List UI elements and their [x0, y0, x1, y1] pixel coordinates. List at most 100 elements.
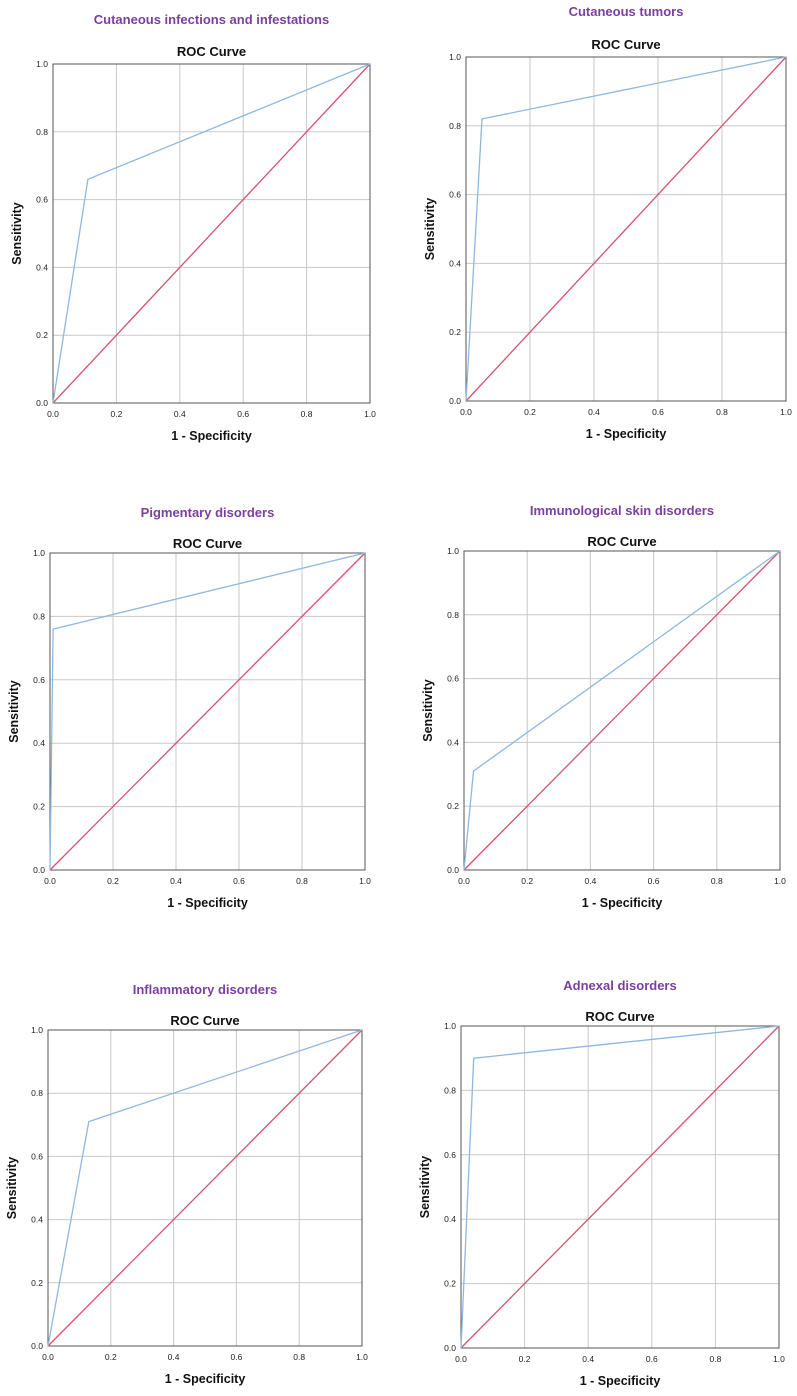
y-tick-label: 0.6	[447, 674, 459, 684]
x-tick-label: 0.0	[44, 876, 56, 886]
reference-diagonal-line	[460, 1025, 780, 1349]
panel-title: Cutaneous infections and infestations	[94, 12, 329, 27]
chart-title: ROC Curve	[173, 536, 242, 551]
x-tick-label: 0.4	[582, 1354, 594, 1364]
x-axis-label: 1 - Specificity	[165, 1372, 246, 1386]
roc-curve-line	[465, 56, 787, 402]
y-tick-label: 0.4	[36, 262, 48, 272]
y-tick-label: 0.8	[449, 121, 461, 131]
roc-panel-2: Cutaneous tumors ROC Curve 0.0 0.2 0.4 0.6 0.8…	[423, 4, 792, 441]
x-tick-label: 1.0	[773, 1354, 785, 1364]
y-tick-label: 1.0	[447, 546, 459, 556]
reference-diagonal-line	[463, 550, 781, 871]
panel-title: Adnexal disorders	[563, 978, 676, 993]
x-tick-label: 0.6	[233, 876, 245, 886]
plot-frame	[49, 552, 366, 871]
y-axis-label: Sensitivity	[10, 202, 24, 265]
x-tick-label: 1.0	[774, 876, 786, 886]
y-tick-label: 0.8	[444, 1085, 456, 1095]
x-tick-label: 1.0	[364, 409, 376, 419]
y-tick-label: 0.4	[33, 738, 45, 748]
plot-frame	[47, 1029, 363, 1347]
y-tick-label: 0.0	[449, 396, 461, 406]
x-tick-label: 0.6	[646, 1354, 658, 1364]
chart-title: ROC Curve	[591, 37, 660, 52]
y-tick-label: 0.6	[444, 1150, 456, 1160]
y-tick-label: 0.8	[31, 1088, 43, 1098]
x-tick-label: 0.8	[711, 876, 723, 886]
x-axis-label: 1 - Specificity	[586, 427, 667, 441]
y-axis-label: Sensitivity	[418, 1156, 432, 1219]
plot-frame	[463, 550, 781, 871]
y-tick-label: 0.0	[31, 1341, 43, 1351]
chart-title: ROC Curve	[585, 1009, 654, 1024]
y-tick-label: 0.8	[33, 611, 45, 621]
x-tick-label: 0.4	[170, 876, 182, 886]
x-tick-label: 1.0	[780, 407, 792, 417]
x-tick-label: 0.0	[460, 407, 472, 417]
roc-curve-line	[49, 552, 366, 871]
x-tick-label: 0.8	[293, 1352, 305, 1362]
y-tick-label: 0.4	[31, 1215, 43, 1225]
y-tick-label: 0.8	[36, 127, 48, 137]
plot-frame	[460, 1025, 780, 1349]
y-tick-label: 0.2	[36, 330, 48, 340]
y-tick-label: 0.2	[31, 1278, 43, 1288]
y-axis-label: Sensitivity	[7, 680, 21, 743]
y-tick-label: 0.2	[449, 327, 461, 337]
y-tick-label: 1.0	[36, 59, 48, 69]
x-tick-label: 0.2	[524, 407, 536, 417]
reference-diagonal-line	[52, 63, 371, 404]
y-tick-label: 0.0	[33, 865, 45, 875]
x-axis-label: 1 - Specificity	[167, 896, 248, 910]
x-tick-label: 0.6	[237, 409, 249, 419]
y-tick-label: 0.4	[447, 737, 459, 747]
y-tick-label: 0.2	[447, 801, 459, 811]
chart-title: ROC Curve	[587, 534, 656, 549]
y-tick-label: 0.6	[449, 190, 461, 200]
x-tick-label: 0.2	[105, 1352, 117, 1362]
y-tick-label: 1.0	[31, 1025, 43, 1035]
y-tick-label: 0.6	[31, 1151, 43, 1161]
panel-title: Cutaneous tumors	[569, 4, 684, 19]
x-axis-label: 1 - Specificity	[580, 1374, 661, 1388]
roc-panel-3: Pigmentary disorders ROC Curve 0.0 0.2 0.4 0.…	[7, 505, 371, 910]
roc-panel-6: Adnexal disorders ROC Curve 0.0 0.2 0.4 0.6 0.…	[418, 978, 785, 1388]
x-tick-label: 0.4	[168, 1352, 180, 1362]
y-tick-label: 0.2	[33, 802, 45, 812]
y-tick-label: 0.0	[447, 865, 459, 875]
plot-frame	[465, 56, 787, 402]
x-tick-label: 0.0	[458, 876, 470, 886]
y-tick-label: 1.0	[444, 1021, 456, 1031]
y-tick-label: 0.0	[36, 398, 48, 408]
panel-title: Inflammatory disorders	[133, 982, 278, 997]
x-tick-label: 1.0	[356, 1352, 368, 1362]
x-tick-label: 0.2	[110, 409, 122, 419]
roc-panel-4: Immunological skin disorders ROC Curve 0.0…	[421, 503, 786, 910]
x-tick-label: 0.6	[648, 876, 660, 886]
x-tick-label: 0.2	[521, 876, 533, 886]
plot-frame	[52, 63, 371, 404]
x-tick-label: 0.8	[716, 407, 728, 417]
x-tick-label: 0.4	[584, 876, 596, 886]
reference-diagonal-line	[49, 552, 366, 871]
x-tick-label: 0.0	[42, 1352, 54, 1362]
x-tick-label: 0.0	[455, 1354, 467, 1364]
x-axis-label: 1 - Specificity	[171, 429, 252, 443]
roc-panel-5: Inflammatory disorders ROC Curve 0.0 0.2 0.4…	[5, 982, 368, 1386]
x-tick-label: 0.4	[174, 409, 186, 419]
y-tick-label: 0.4	[444, 1214, 456, 1224]
y-tick-label: 0.0	[444, 1343, 456, 1353]
x-tick-label: 0.8	[296, 876, 308, 886]
panel-title: Pigmentary disorders	[141, 505, 275, 520]
y-tick-label: 1.0	[33, 548, 45, 558]
x-tick-label: 1.0	[359, 876, 371, 886]
x-tick-label: 0.6	[652, 407, 664, 417]
y-tick-label: 0.6	[33, 675, 45, 685]
y-tick-label: 1.0	[449, 52, 461, 62]
roc-curve-line	[52, 63, 371, 404]
x-tick-label: 0.8	[301, 409, 313, 419]
roc-curve-line	[460, 1025, 780, 1349]
chart-title: ROC Curve	[170, 1013, 239, 1028]
y-axis-label: Sensitivity	[5, 1157, 19, 1220]
